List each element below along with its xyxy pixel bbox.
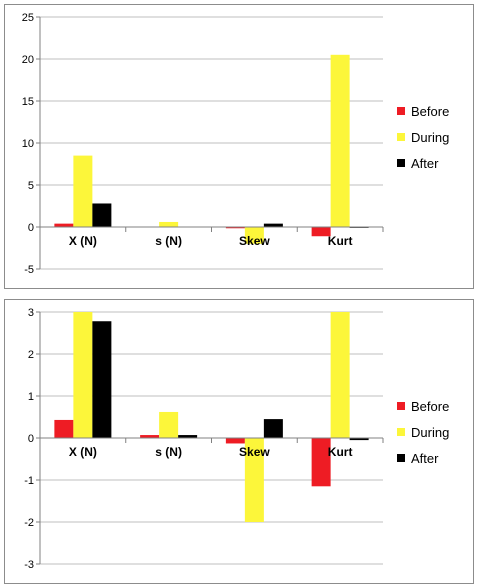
- bottom-category-label: Skew: [239, 445, 270, 459]
- top-bar-during-3: [330, 54, 350, 227]
- top-bar-before-3: [311, 227, 331, 237]
- bottom-category-label: Kurt: [328, 445, 353, 459]
- top-ytick-label: 5: [28, 180, 34, 192]
- top-ytick-label: 25: [22, 12, 34, 24]
- bottom-legend-swatch-during: [397, 428, 405, 436]
- bar-chart-top: -5 0 5 10 15 20 25 X (N) s (N) Skew Kurt Before Duri…: [22, 12, 450, 276]
- top-legend-swatch-before: [397, 107, 405, 115]
- bottom-bar-after-0: [92, 321, 112, 438]
- bottom-bar-during-3: [330, 312, 350, 438]
- top-legend-swatch-during: [397, 133, 405, 141]
- bottom-bar-after-1: [178, 435, 198, 438]
- bottom-ytick-label: 0: [28, 433, 34, 445]
- bottom-bar-before-0: [54, 419, 74, 438]
- bottom-bar-after-2: [263, 419, 283, 438]
- bottom-bar-during-0: [73, 312, 93, 438]
- top-category-label: Skew: [239, 234, 270, 248]
- top-ytick-label: -5: [24, 264, 34, 276]
- top-category-label: X (N): [69, 234, 97, 248]
- top-ytick-label: 15: [22, 96, 34, 108]
- top-bar-before-0: [54, 223, 74, 227]
- bottom-category-label: s (N): [155, 445, 182, 459]
- bottom-bar-before-3: [311, 438, 331, 487]
- top-legend-label-during: During: [411, 130, 449, 145]
- bottom-legend-label-during: During: [411, 425, 449, 440]
- bottom-bar-during-1: [159, 411, 179, 438]
- bottom-bar-during-2: [244, 438, 264, 522]
- top-ytick-label: 10: [22, 138, 34, 150]
- bottom-ytick-label: -1: [24, 475, 34, 487]
- top-legend-swatch-after: [397, 159, 405, 167]
- top-legend-label-before: Before: [411, 104, 449, 119]
- bottom-ytick-label: -3: [24, 559, 34, 571]
- bottom-legend-label-after: After: [411, 451, 439, 466]
- top-bar-before-2: [225, 227, 245, 229]
- top-ytick-label: 0: [28, 222, 34, 234]
- bottom-legend-swatch-after: [397, 454, 405, 462]
- top-category-label: Kurt: [328, 234, 353, 248]
- bottom-ytick-label: 2: [28, 349, 34, 361]
- top-category-label: s (N): [155, 234, 182, 248]
- bottom-legend-label-before: Before: [411, 399, 449, 414]
- top-bar-after-0: [92, 203, 112, 227]
- bottom-ytick-label: 1: [28, 391, 34, 403]
- top-bar-during-1: [159, 221, 179, 227]
- top-bar-during-0: [73, 155, 93, 227]
- chart-panel-top: -5 0 5 10 15 20 25 X (N) s (N) Skew Kurt Before Duri…: [4, 4, 474, 289]
- bottom-category-label: X (N): [69, 445, 97, 459]
- chart-panel-bottom: -3 -2 -1 0 1 2 3 X (N) s (N) Skew Kurt Before During…: [4, 299, 474, 584]
- top-legend-label-after: After: [411, 156, 439, 171]
- bottom-bar-before-1: [140, 435, 160, 438]
- bottom-legend-swatch-before: [397, 402, 405, 410]
- bottom-bar-before-2: [225, 438, 245, 444]
- top-ytick-label: 20: [22, 54, 34, 66]
- bar-chart-bottom: -3 -2 -1 0 1 2 3 X (N) s (N) Skew Kurt Before During…: [24, 307, 449, 571]
- top-bar-during-2: [244, 227, 264, 244]
- top-bar-after-2: [263, 223, 283, 227]
- bottom-ytick-label: -2: [24, 517, 34, 529]
- bottom-bar-after-3: [349, 438, 369, 441]
- bottom-ytick-label: 3: [28, 307, 34, 319]
